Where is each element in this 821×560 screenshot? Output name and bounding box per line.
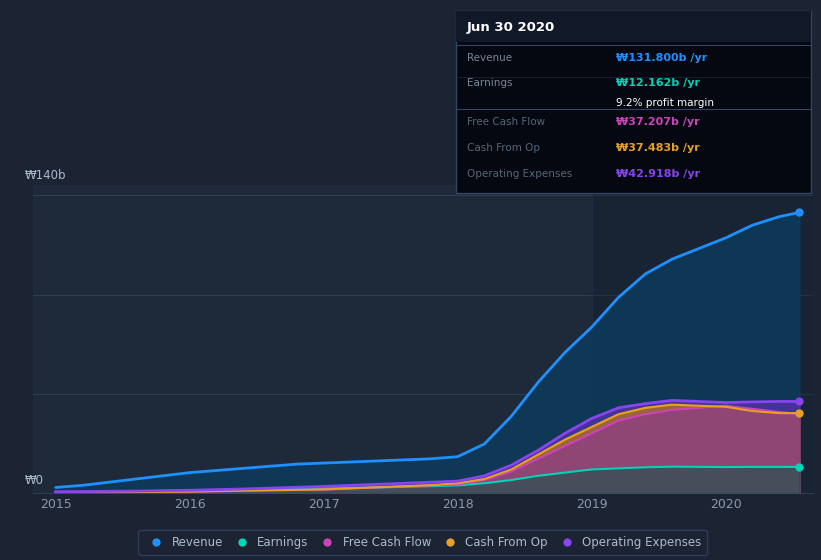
Text: ₩37.207b /yr: ₩37.207b /yr bbox=[616, 117, 699, 127]
Bar bbox=[592, 185, 813, 493]
Text: Cash From Op: Cash From Op bbox=[467, 143, 540, 153]
Text: ₩37.483b /yr: ₩37.483b /yr bbox=[616, 143, 699, 153]
Text: Revenue: Revenue bbox=[467, 53, 512, 63]
Legend: Revenue, Earnings, Free Cash Flow, Cash From Op, Operating Expenses: Revenue, Earnings, Free Cash Flow, Cash … bbox=[139, 530, 707, 554]
Text: Earnings: Earnings bbox=[467, 78, 512, 88]
Text: Operating Expenses: Operating Expenses bbox=[467, 169, 572, 179]
Text: ₩131.800b /yr: ₩131.800b /yr bbox=[616, 53, 707, 63]
Text: ₩140b: ₩140b bbox=[25, 169, 67, 183]
Text: ₩42.918b /yr: ₩42.918b /yr bbox=[616, 169, 699, 179]
Text: Jun 30 2020: Jun 30 2020 bbox=[467, 21, 555, 34]
Text: ₩0: ₩0 bbox=[25, 474, 44, 487]
Text: ₩12.162b /yr: ₩12.162b /yr bbox=[616, 78, 699, 88]
Text: 9.2% profit margin: 9.2% profit margin bbox=[616, 98, 713, 108]
Text: Free Cash Flow: Free Cash Flow bbox=[467, 117, 545, 127]
